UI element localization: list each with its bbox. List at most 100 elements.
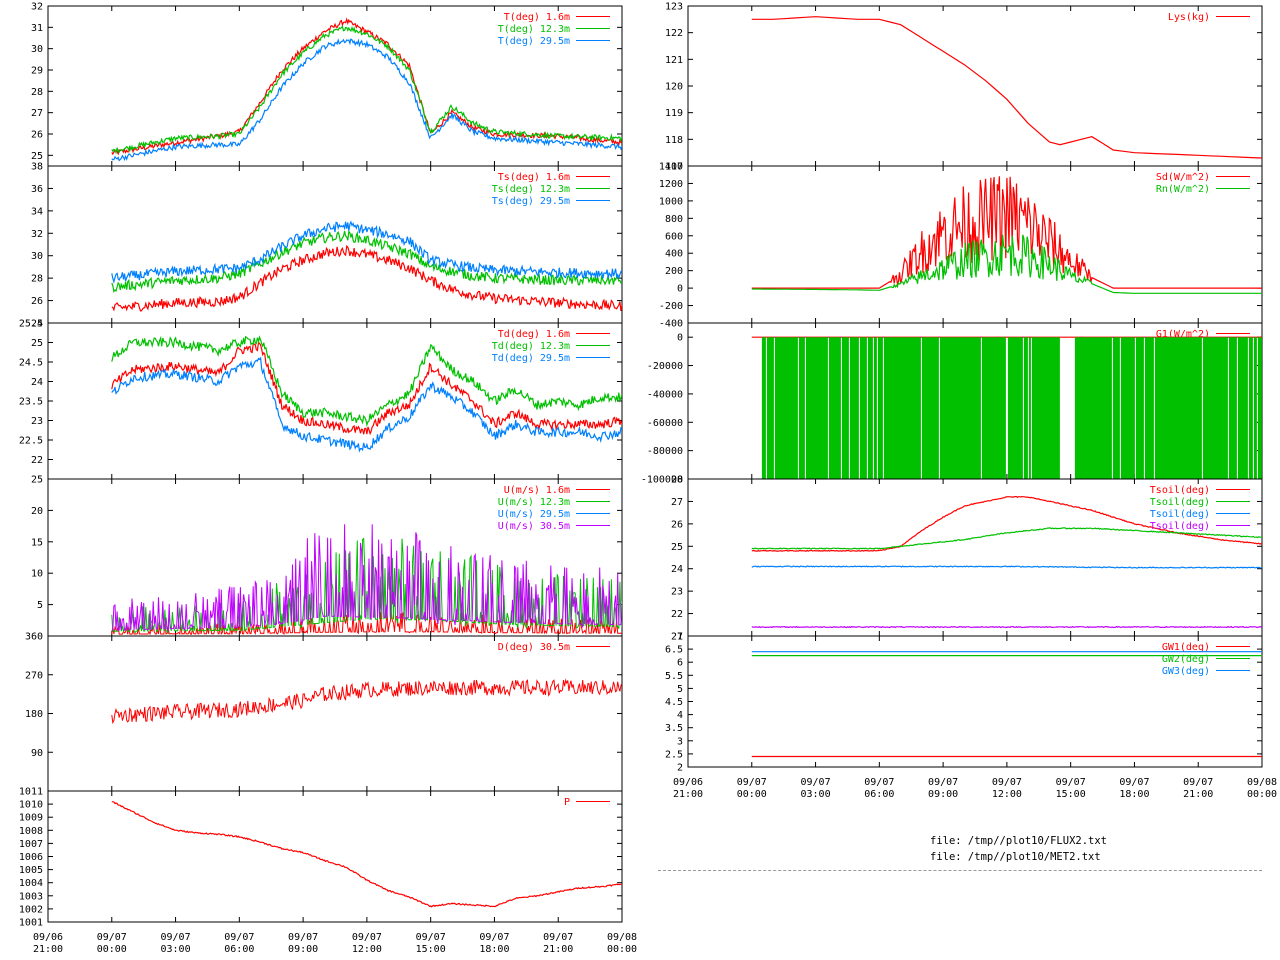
soil-heat-ytick-label: -80000: [647, 446, 683, 457]
groundwater-ytick-label: 7: [677, 632, 683, 643]
series-line: [751, 234, 1262, 294]
pressure-ytick-label: 1009: [19, 813, 43, 824]
soil-temp-legend-label: Tsoil(deg): [1150, 509, 1210, 520]
dewpoint-ytick-label: 22: [31, 455, 43, 466]
soil-temp-ytick-label: 26: [671, 519, 683, 530]
pressure-ytick-label: 1010: [19, 800, 43, 811]
surface-temp-series-red: [111, 245, 622, 312]
soil-temp-ytick-label: 27: [671, 497, 683, 508]
surface-temp-ytick-label: 32: [31, 229, 43, 240]
wind-speed-ytick-label: 15: [31, 537, 43, 548]
radiation-ytick-label: -400: [659, 319, 683, 330]
surface-temp-ytick-label: 34: [31, 206, 43, 217]
temp-ytick-label: 29: [31, 66, 43, 77]
soil-heat-ytick-label: -20000: [647, 361, 683, 372]
soil-temp-ytick-label: 28: [671, 475, 683, 486]
series-line: [751, 176, 1262, 289]
wind-speed-legend-label: U(m/s) 29.5m: [498, 509, 570, 520]
temp-ytick-label: 32: [31, 2, 43, 13]
left-axis-date-label: 09/06: [33, 932, 63, 943]
footer-divider: [658, 870, 1262, 871]
surface-temp-legend-label: Ts(deg) 1.6m: [498, 172, 570, 183]
temp-ytick-label: 28: [31, 87, 43, 98]
lys-legend-label: Lys(kg): [1168, 12, 1210, 23]
right-axis-time-label: 00:00: [737, 789, 767, 800]
soil-heat-ytick-label: -40000: [647, 389, 683, 400]
soil-temp-ytick-label: 25: [671, 542, 683, 553]
right-axis-date-label: 09/07: [864, 777, 894, 788]
groundwater-legend-label: GW2(deg): [1162, 654, 1210, 665]
lys-ytick-label: 120: [665, 82, 683, 93]
radiation-series-red: [751, 176, 1262, 289]
left-axis-time-label: 06:00: [224, 944, 254, 955]
radiation-ytick-label: 400: [665, 249, 683, 260]
surface-temp-ytick-label: 28: [31, 274, 43, 285]
wind-speed-legend-label: U(m/s) 30.5m: [498, 521, 570, 532]
wind-dir-ytick-label: 90: [31, 748, 43, 759]
temp-ytick-label: 26: [31, 130, 43, 141]
surface-temp-ytick-label: 26: [31, 296, 43, 307]
wind-dir-ytick-label: 180: [25, 709, 43, 720]
right-axis-date-label: 09/07: [1056, 777, 1086, 788]
right-axis-time-label: 12:00: [992, 789, 1022, 800]
soil-temp-legend-label: Tsoil(deg): [1150, 521, 1210, 532]
temp-series-green: [111, 25, 622, 155]
groundwater-legend-label: GW3(deg): [1162, 666, 1210, 677]
pressure-series-red: [111, 801, 622, 908]
pressure-legend-label: P: [564, 797, 570, 808]
dewpoint-ytick-label: 23.5: [19, 397, 43, 408]
soil-temp-legend-label: Tsoil(deg): [1150, 485, 1210, 496]
surface-temp-legend-label: Ts(deg) 29.5m: [492, 196, 570, 207]
left-axis-time-label: 12:00: [352, 944, 382, 955]
radiation-ytick-label: 1400: [659, 162, 683, 173]
right-axis-time-label: 03:00: [801, 789, 831, 800]
temp-legend-label: T(deg) 29.5m: [498, 36, 570, 47]
radiation-ytick-label: 800: [665, 214, 683, 225]
radiation-ytick-label: 1200: [659, 179, 683, 190]
right-axis-date-label: 09/07: [737, 777, 767, 788]
lys-ytick-label: 122: [665, 28, 683, 39]
radiation-series-green: [751, 234, 1262, 294]
soil-temp-ytick-label: 21: [671, 632, 683, 643]
soil-temp-ytick-label: 23: [671, 587, 683, 598]
series-line: [111, 220, 622, 284]
pressure-ytick-label: 1008: [19, 826, 43, 837]
left-axis-time-label: 03:00: [161, 944, 191, 955]
series-line: [111, 38, 622, 162]
pressure-ytick-label: 1001: [19, 918, 43, 929]
lys-frame: [687, 5, 1263, 167]
pressure-ytick-label: 1007: [19, 839, 43, 850]
series-line: [111, 25, 622, 155]
surface-temp-legend-label: Ts(deg) 12.3m: [492, 184, 570, 195]
right-axis-time-label: 21:00: [673, 789, 703, 800]
soil-temp-series-blue: [751, 565, 1262, 569]
wind-dir-legend-label: D(deg) 30.5m: [498, 642, 570, 653]
radiation-ytick-label: 1000: [659, 196, 683, 207]
radiation-legend-label: Sd(W/m^2): [1156, 172, 1210, 183]
right-axis-date-label: 09/08: [1247, 777, 1277, 788]
groundwater-ytick-label: 2: [677, 763, 683, 774]
wind-dir-ytick-label: 360: [25, 632, 43, 643]
lys-series-red: [751, 16, 1262, 159]
series-line: [751, 625, 1262, 629]
groundwater-ytick-label: 3.5: [665, 723, 683, 734]
soil-temp-series-green: [751, 527, 1262, 550]
soil-heat-ytick-label: -100000: [641, 475, 683, 486]
radiation-legend-label: Rn(W/m^2): [1156, 184, 1210, 195]
lys-ytick-label: 118: [665, 135, 683, 146]
wind-speed-ytick-label: 25: [31, 475, 43, 486]
right-axis-time-label: 15:00: [1056, 789, 1086, 800]
dewpoint-legend-label: Td(deg) 29.5m: [492, 353, 570, 364]
pressure-ytick-label: 1006: [19, 852, 43, 863]
left-axis-date-label: 09/07: [224, 932, 254, 943]
groundwater-ytick-label: 5: [677, 684, 683, 695]
surface-temp-ytick-label: 24: [31, 319, 43, 330]
dewpoint-ytick-label: 24: [31, 377, 43, 388]
surface-temp-ytick-label: 38: [31, 162, 43, 173]
lys-ytick-label: 117: [665, 162, 683, 173]
left-axis-time-label: 15:00: [416, 944, 446, 955]
right-axis-date-label: 09/07: [992, 777, 1022, 788]
groundwater-ytick-label: 4: [677, 710, 683, 721]
temp-ytick-label: 27: [31, 108, 43, 119]
groundwater-ytick-label: 2.5: [665, 749, 683, 760]
